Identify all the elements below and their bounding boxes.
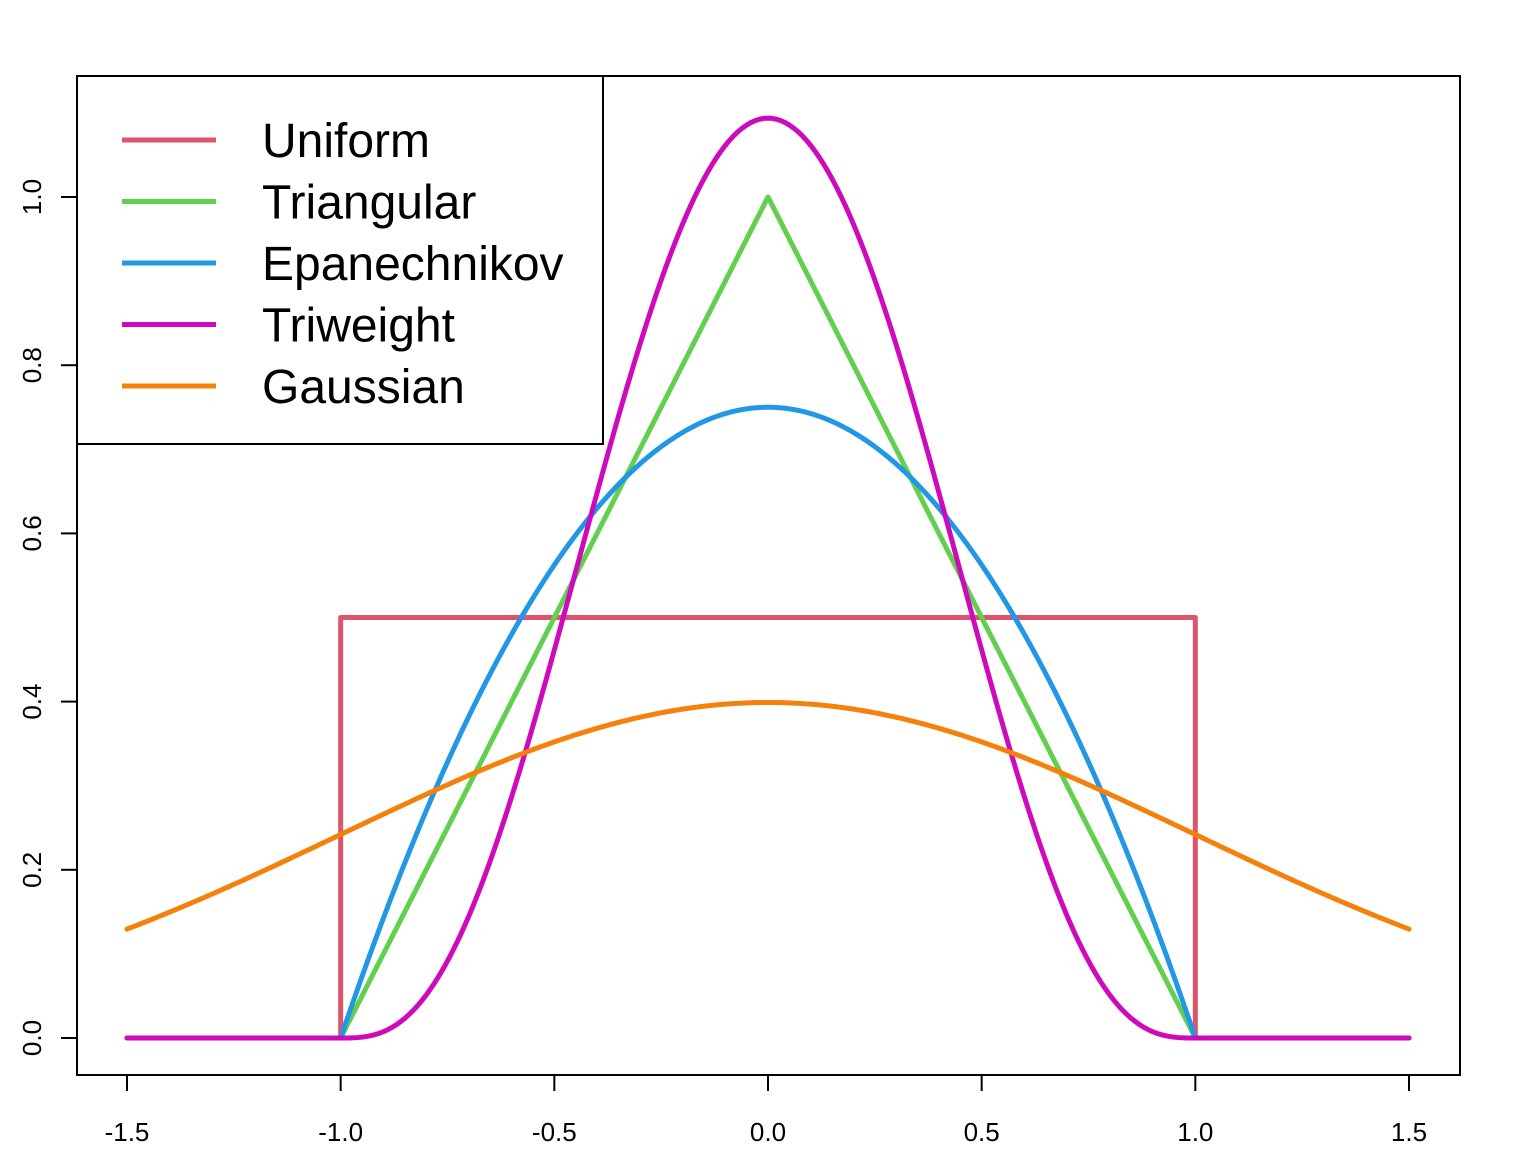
series-line-gaussian	[124, 699, 1412, 932]
y-tick-label: 0.2	[17, 852, 47, 888]
series-layer	[124, 115, 1412, 1041]
legend-label-epanechnikov: Epanechnikov	[262, 238, 564, 291]
y-tick-label: 0.8	[17, 347, 47, 383]
x-tick-label: 0.5	[964, 1117, 1000, 1147]
x-tick-label: -1.0	[318, 1117, 363, 1147]
series-line-uniform	[124, 615, 1412, 1041]
legend-label-gaussian: Gaussian	[262, 361, 465, 414]
y-tick-label: 0.4	[17, 684, 47, 720]
y-tick-label: 0.6	[17, 515, 47, 551]
x-tick-label: -1.5	[105, 1117, 150, 1147]
axes: -1.5 -1.0 -0.5 0.0 0.5 1.0 1.5 0.0 0.2 0.4 0.6 0.8 1…	[17, 179, 1427, 1147]
x-tick-label: 0.0	[750, 1117, 786, 1147]
legend-label-triangular: Triangular	[262, 177, 476, 230]
y-tick-label: 0.0	[17, 1020, 47, 1056]
legend-label-uniform: Uniform	[262, 115, 430, 168]
x-tick-label: -0.5	[532, 1117, 577, 1147]
legend: Uniform Triangular Epanechnikov Triweight Ga…	[76, 75, 604, 445]
y-tick-label: 1.0	[17, 179, 47, 215]
legend-label-triweight: Triweight	[262, 300, 455, 353]
series-line-epanechnikov	[124, 404, 1412, 1041]
x-tick-label: 1.0	[1177, 1117, 1213, 1147]
x-tick-label: 1.5	[1391, 1117, 1427, 1147]
legend-box	[76, 75, 604, 445]
series-line-triweight	[124, 115, 1412, 1041]
